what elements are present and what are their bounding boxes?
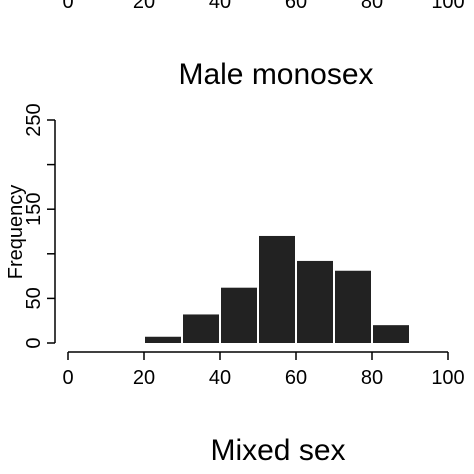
histogram-bar [297, 260, 333, 343]
y-axis: 0 50 150 250 [23, 103, 56, 349]
histogram-bar [221, 287, 257, 343]
mixed-sex-title: Mixed sex [210, 434, 345, 467]
x-tick-label: 60 [285, 367, 307, 389]
x-axis: 0 20 40 60 80 100 [62, 351, 465, 389]
top-x-tick-label: 60 [285, 0, 307, 13]
top-x-tick-label: 40 [209, 0, 231, 13]
top-x-tick-label: 80 [361, 0, 383, 13]
x-tick-label: 40 [209, 367, 231, 389]
frequency-axis-label: Frequency [5, 185, 27, 280]
x-tick-label: 20 [133, 367, 155, 389]
histogram-bar [183, 314, 219, 343]
top-panel-x-tick-labels: 0 20 40 60 80 100 [62, 0, 464, 13]
histogram-bar [145, 336, 181, 343]
top-x-tick-label: 20 [133, 0, 155, 13]
y-tick-label: 50 [23, 287, 45, 309]
histogram-bars [145, 235, 409, 343]
histogram-bar [335, 270, 371, 343]
y-tick-label: 150 [23, 193, 45, 226]
histogram-bar [373, 325, 409, 343]
histogram-bar [259, 235, 295, 343]
y-tick-label: 250 [23, 103, 45, 136]
top-x-tick-label: 100 [431, 0, 464, 13]
y-tick-label: 0 [23, 337, 45, 348]
x-tick-label: 0 [62, 367, 73, 389]
x-tick-label: 80 [361, 367, 383, 389]
top-x-tick-label: 0 [62, 0, 73, 13]
x-tick-label: 100 [431, 367, 464, 389]
male-monosex-title: Male monosex [178, 58, 373, 91]
